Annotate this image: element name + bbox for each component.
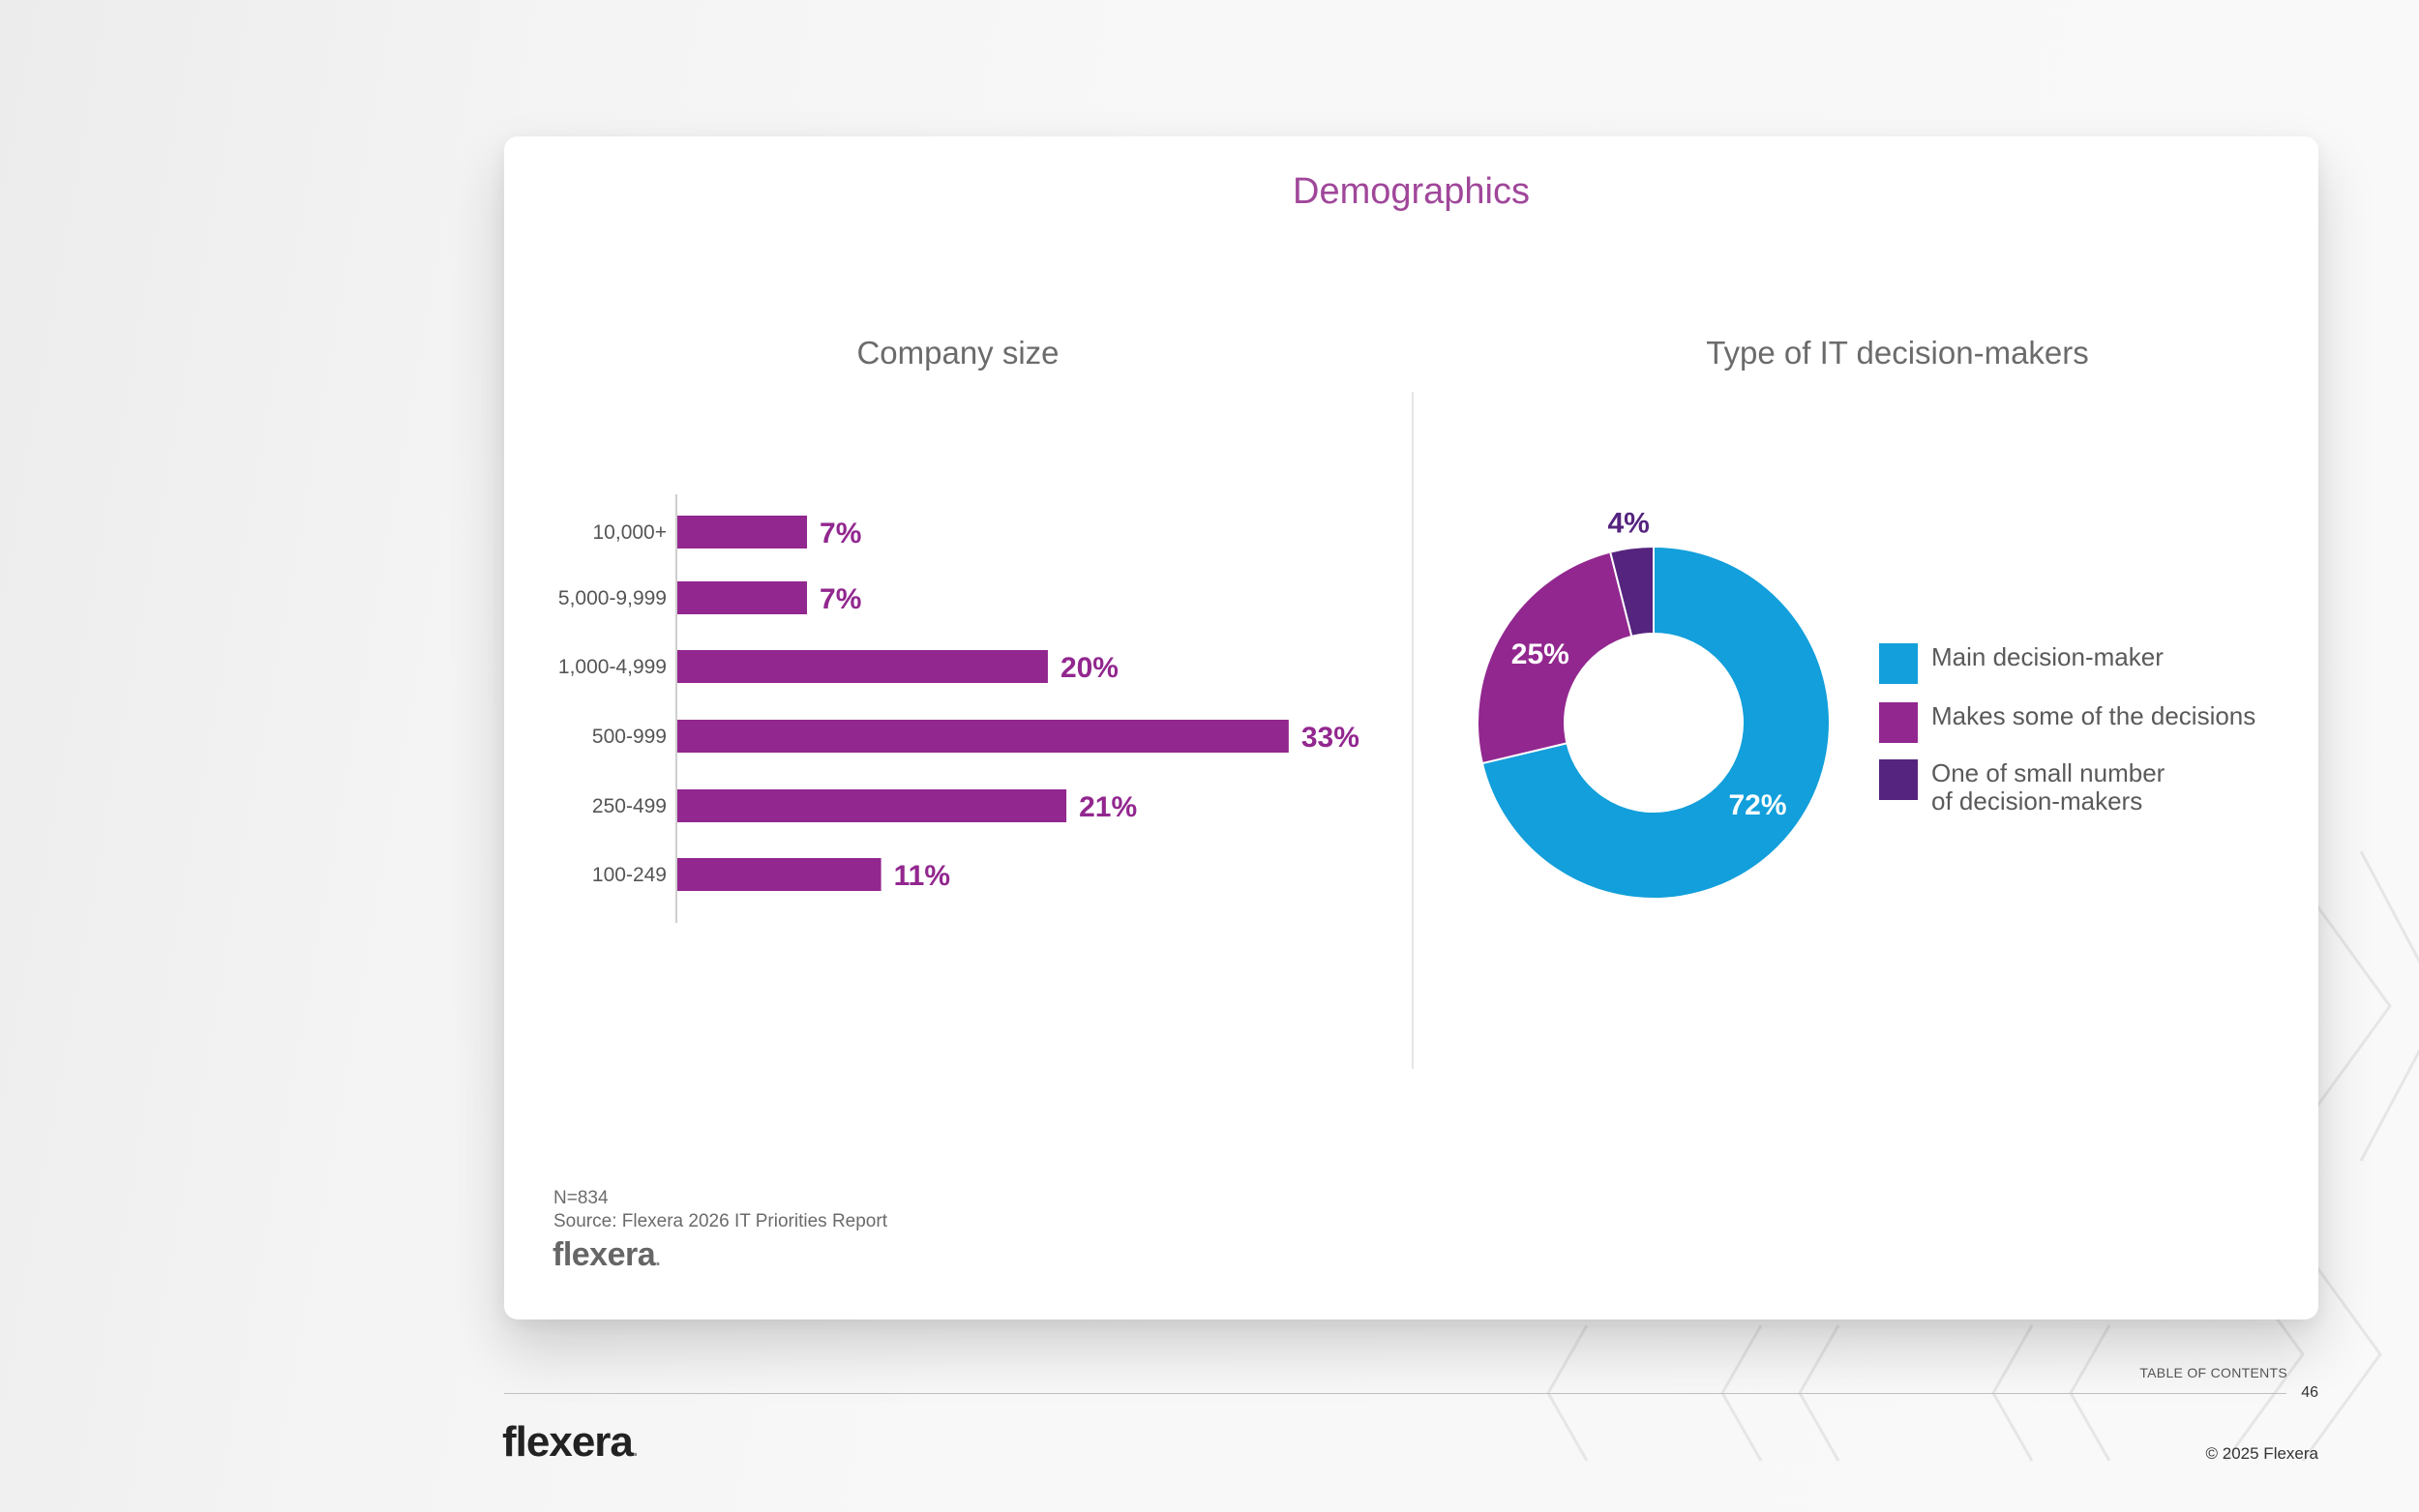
donut-value-label: 25% (1511, 638, 1569, 670)
content-card: Demographics Company size Type of IT dec… (504, 136, 2318, 1319)
bar-value-label: 21% (1079, 791, 1137, 823)
copyright: © 2025 Flexera (2205, 1444, 2318, 1463)
bar-category-label: 250-499 (592, 795, 667, 817)
bar-category-label: 1,000-4,999 (558, 656, 667, 678)
donut-value-label: 72% (1728, 789, 1786, 821)
bar (677, 720, 1289, 753)
donut-slice (1608, 545, 1655, 638)
logo-text: flexera (552, 1236, 656, 1273)
legend-label: One of small number of decision-makers (1931, 758, 2165, 815)
bar-value-label: 20% (1060, 652, 1119, 684)
legend-swatch (1879, 643, 1918, 684)
flexera-logo: flexera. (552, 1236, 661, 1273)
bar (677, 650, 1048, 683)
legend-item-main: Main decision-maker (1879, 643, 2280, 684)
logo-text: flexera (502, 1418, 634, 1466)
company-size-bar-chart: 10,000+ 7% 5,000-9,999 7% 1,000-4,999 20% 500-… (558, 494, 1359, 923)
bar (677, 581, 808, 614)
bar (677, 516, 808, 548)
donut-value-label: 4% (1608, 508, 1650, 540)
page-number: 46 (2301, 1384, 2318, 1401)
sample-size-note: N=834 (553, 1188, 609, 1208)
donut-chart-title: Type of IT decision-makers (1706, 335, 2089, 371)
bar-value-label: 11% (894, 860, 950, 892)
bar-category-label: 5,000-9,999 (558, 587, 667, 609)
bar-category-label: 100-249 (592, 864, 667, 886)
bar-chart-title: Company size (856, 335, 1060, 371)
section-divider (1412, 392, 1414, 1069)
bar-value-label: 7% (820, 583, 861, 615)
legend-item-some: Makes some of the decisions (1879, 702, 2280, 743)
bar (677, 858, 881, 891)
footer-divider (504, 1393, 2286, 1394)
legend-item-small-number: One of small number of decision-makers (1879, 759, 2193, 815)
legend-label: Makes some of the decisions (1931, 701, 2256, 730)
decision-makers-donut-chart: 72% 25% 4% (1477, 508, 1831, 900)
page-title: Demographics (1293, 171, 1530, 212)
table-of-contents-link[interactable]: TABLE OF CONTENTS (2139, 1365, 2287, 1380)
source-note: Source: Flexera 2026 IT Priorities Repor… (553, 1211, 887, 1231)
legend-label: Main decision-maker (1931, 642, 2164, 671)
bar-category-label: 10,000+ (593, 521, 668, 544)
bar-value-label: 33% (1301, 722, 1359, 754)
donut-slice (1480, 545, 1831, 900)
bar (677, 789, 1067, 822)
bar-value-label: 7% (820, 518, 861, 549)
legend-swatch (1879, 759, 1918, 800)
donut-slice (1477, 550, 1633, 765)
legend-swatch (1879, 702, 1918, 743)
flexera-footer-logo: flexera. (502, 1418, 638, 1466)
bar-category-label: 500-999 (592, 726, 667, 748)
